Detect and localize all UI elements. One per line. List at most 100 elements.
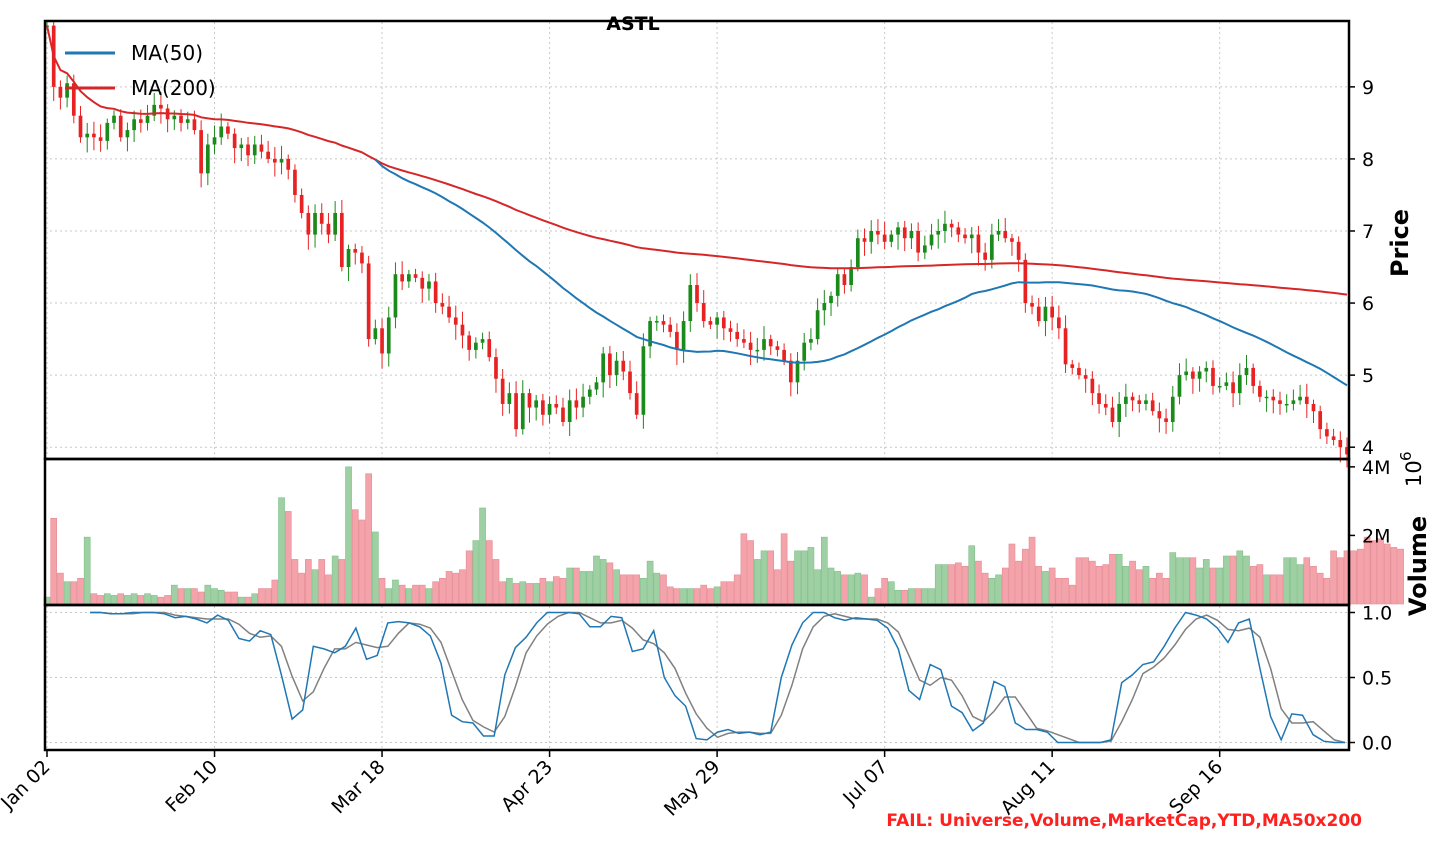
volume-bar [164,595,171,605]
volume-bar [1216,567,1223,605]
candle-body [326,223,331,235]
volume-bars [43,466,1404,605]
candle-body [983,252,987,260]
candle-body [105,122,110,141]
candle-body [1311,403,1316,412]
candle-body [1177,375,1182,397]
candle-body [92,133,96,138]
candle-body [58,86,63,98]
volume-bar [1089,560,1096,605]
volume-bar [398,584,406,605]
volume-bar [586,571,594,605]
volume-bar [1176,557,1183,605]
candle-body [1244,367,1249,376]
candle-body [132,119,136,131]
candle-body [453,317,458,325]
volume-bar [1028,536,1036,605]
candle-body [869,230,874,242]
volume-bar [1055,577,1063,605]
volume-bar [351,509,359,605]
volume-bar [1035,565,1043,605]
volume-bar [492,559,500,605]
candle-body [1090,378,1095,394]
candle-body [1023,259,1028,304]
candle-body [1237,375,1242,394]
volume-bar [921,588,929,605]
candle-body [259,144,264,152]
candle-body [125,130,130,138]
candle-body [1137,400,1142,404]
volume-bar [1008,543,1016,605]
x-tick-label: Feb 10 [161,756,222,817]
volume-bar [760,550,768,605]
candle-body [916,230,920,253]
price-axis-ticks: 4 5 6 7 8 9 [1349,77,1374,459]
volume-bar [298,572,305,605]
candle-body [1030,303,1034,307]
volume-bar [1269,574,1277,605]
candle-body [534,400,539,408]
volume-bar [1397,548,1404,605]
candle-body [319,212,324,224]
volume-bar [707,588,714,605]
candle-body [849,267,853,286]
volume-bar [854,572,862,605]
candle-body [1204,367,1209,372]
volume-bar [1162,577,1170,605]
volume-bar [305,559,312,605]
candle-body [896,227,900,235]
candle-body [628,371,632,394]
candle-body [467,335,472,350]
volume-bar [418,584,426,605]
volume-bar [1095,565,1103,605]
candle-body [1070,364,1075,368]
candle-body [1003,230,1008,239]
candle-body [855,238,860,268]
candle-body [1043,306,1048,322]
volume-bar [1296,564,1304,605]
volume-bar [90,593,98,605]
candle-body [138,119,143,123]
volume-bar [847,574,855,605]
candle-body [541,400,545,415]
candle-body [587,389,592,397]
candle-body [949,223,954,228]
x-tick-label: May 29 [660,756,725,821]
volume-bar [975,560,982,605]
volume-bar [1390,547,1398,605]
candle-body [721,317,726,329]
volume-bar [365,473,372,605]
volume-bar [512,583,520,605]
volume-bar [1377,538,1384,605]
volume-bar [264,588,272,605]
candle-body [447,306,451,318]
volume-bar [800,550,808,605]
volume-bar [955,562,962,605]
candle-body [581,396,585,408]
volume-bar [774,569,781,605]
volume-bar [1129,560,1136,605]
volume-bar [1022,548,1029,605]
candle-body [145,115,150,123]
candle-body [695,285,699,304]
candle-body [1144,400,1148,404]
volume-bar [1149,577,1156,605]
fail-status-text: FAIL: Universe,Volume,MarketCap,YTD,MA50… [886,811,1362,831]
volume-bar [720,581,728,605]
candle-body [996,230,1001,235]
candle-body [440,303,445,307]
candle-body [862,238,867,242]
volume-bar [867,596,875,605]
candle-body [922,245,927,253]
candle-body [226,126,230,134]
volume-bar [1229,555,1237,605]
volume-bar [1109,553,1116,605]
volume-bar [110,595,118,605]
volume-bar [1330,550,1337,605]
volume-bar [941,564,949,605]
volume-bar [1310,565,1317,605]
candle-body [433,281,438,304]
volume-bar [130,593,138,605]
candle-body [98,137,103,141]
candle-body [567,400,572,422]
